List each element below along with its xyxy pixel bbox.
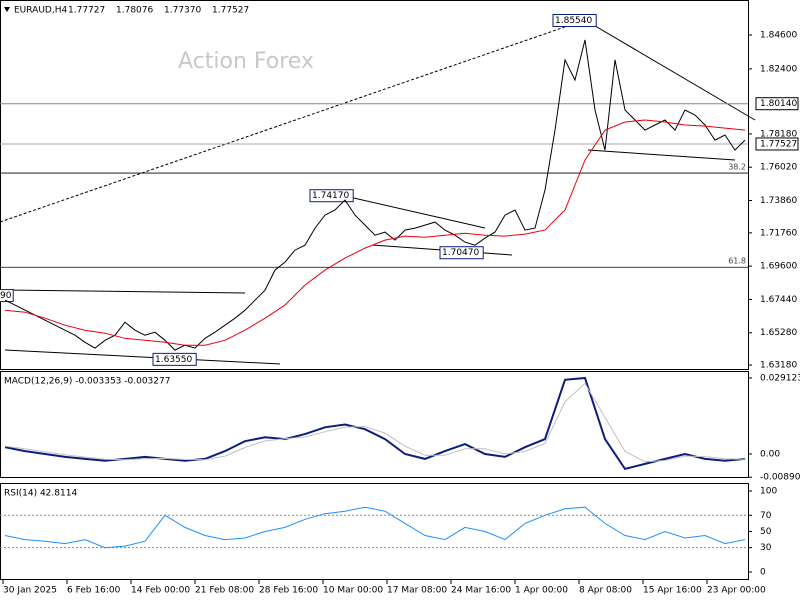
macd-panel (0, 371, 749, 478)
series-line (4, 376, 746, 471)
y-tick-label: 1.76020 (760, 163, 797, 173)
y-tick-label: 70 (760, 511, 772, 521)
x-tick-label: 24 Mar 16:00 (451, 586, 511, 596)
y-tick-label: 50 (760, 527, 772, 537)
y-tick-label: 1.84600 (760, 30, 797, 40)
x-tick-label: 6 Feb 16:00 (67, 586, 121, 596)
y-tick-label: 100 (760, 486, 777, 496)
price-annotation: 90 (0, 291, 12, 301)
price-annotation-box (439, 246, 484, 260)
y-tick-label: 1.65280 (760, 328, 797, 338)
symbol: EURAUD,H4 (14, 6, 67, 16)
x-tick-label: 21 Feb 08:00 (195, 586, 254, 596)
x-tick-label: 10 Mar 00:00 (323, 586, 383, 596)
trend-line (4, 349, 281, 365)
y-tick-label: 1.71760 (760, 228, 797, 238)
low: 1.77370 (164, 6, 201, 16)
trend-line (4, 289, 246, 294)
level-label: 38.2 (728, 163, 746, 172)
x-tick-label: 14 Feb 00:00 (131, 586, 190, 596)
trend-line (0, 19, 586, 223)
price-box (755, 137, 799, 151)
price-label: 1.80140 (760, 99, 797, 109)
panel-title: MACD(12,26,9) -0.003353 -0.003277 (4, 377, 170, 387)
y-tick-label: 0 (760, 567, 766, 577)
y-tick-label: 30 (760, 543, 772, 553)
x-tick-label: 8 Apr 08:00 (579, 586, 632, 596)
open: 1.77727 (68, 6, 105, 16)
level-label: 61.8 (728, 257, 746, 266)
price-label: 1.77527 (760, 139, 797, 149)
y-tick-label: 1.67440 (760, 295, 797, 305)
y-tick-label: 0.00 (760, 449, 780, 459)
price-annotation: 1.85540 (555, 16, 592, 26)
x-tick-label: 23 Apr 00:00 (707, 586, 766, 596)
y-tick-label: 1.78180 (760, 129, 797, 139)
y-tick-label: 1.63180 (760, 361, 797, 371)
y-tick-label: -0.008901 (760, 473, 800, 483)
price-panel (0, 0, 749, 370)
y-tick-label: 0.029123 (760, 373, 800, 383)
series-line (4, 39, 746, 351)
price-annotation-box (552, 13, 597, 27)
price-annotation: 1.70470 (442, 248, 479, 258)
close: 1.77527 (212, 6, 249, 16)
high: 1.78076 (116, 6, 153, 16)
trend-line (587, 149, 736, 161)
price-annotation: 1.63550 (155, 355, 192, 365)
trend-line (344, 195, 486, 229)
price-annotation: 1.74170 (312, 191, 349, 201)
menu-arrow (4, 7, 10, 12)
y-tick-label: 1.73860 (760, 196, 797, 206)
price-annotation-box (309, 189, 354, 203)
watermark: Action Forex (178, 49, 314, 74)
series-line (4, 506, 746, 549)
series-line (4, 119, 746, 346)
series-line (4, 382, 746, 463)
price-annotation-box (152, 352, 197, 366)
y-tick-label: 1.69600 (760, 262, 797, 272)
x-tick-label: 15 Apr 16:00 (643, 586, 702, 596)
x-tick-label: 17 Mar 08:00 (387, 586, 447, 596)
panel-title: RSI(14) 42.8114 (4, 489, 77, 499)
x-tick-label: 28 Feb 16:00 (259, 586, 318, 596)
x-tick-label: 1 Apr 00:00 (515, 586, 568, 596)
price-annotation-box (0, 289, 14, 303)
x-tick-label: 30 Jan 2025 (3, 586, 57, 596)
price-box (755, 97, 799, 111)
y-tick-label: 1.82400 (760, 64, 797, 74)
